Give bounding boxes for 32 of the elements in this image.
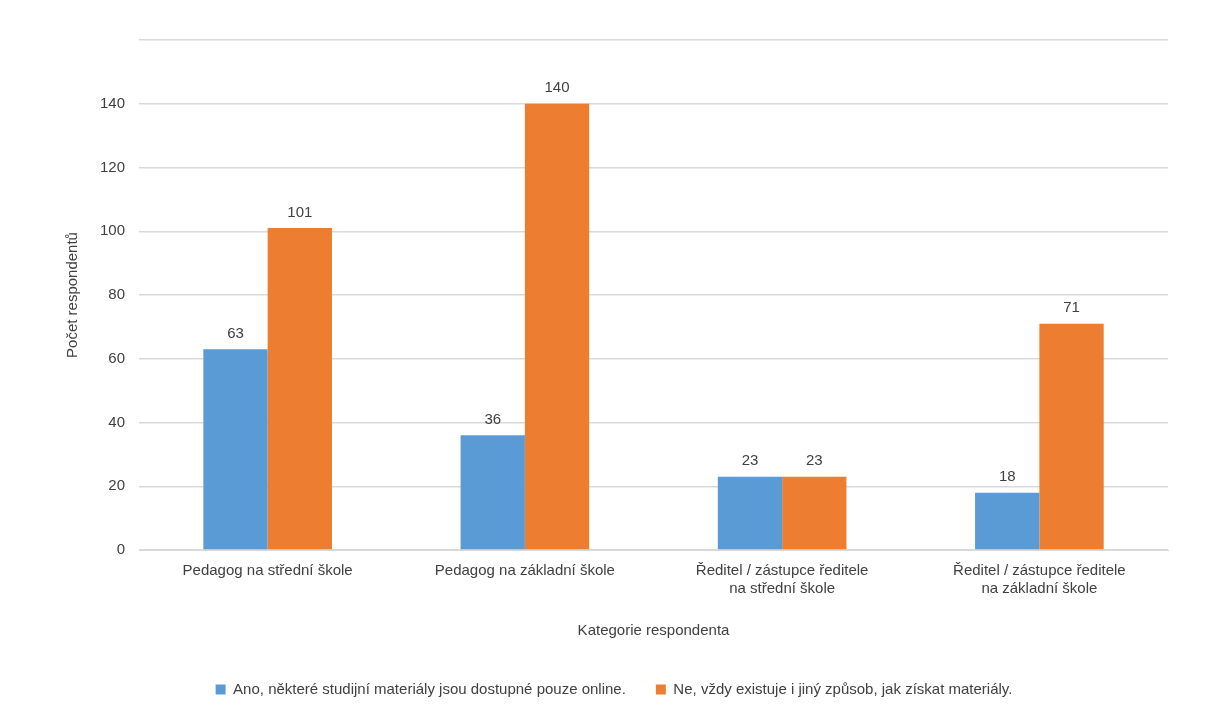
x-axis-title: Kategorie respondenta: [577, 621, 731, 639]
data-label: 23: [741, 451, 759, 469]
legend-label: Ne, vždy existuje i jiný způsob, jak získat materiály.: [673, 679, 1013, 697]
bar: [267, 228, 332, 550]
data-label: 23: [805, 451, 823, 469]
y-tick-label: 20: [108, 476, 126, 494]
data-label: 18: [998, 467, 1016, 485]
bar: [975, 492, 1040, 550]
y-tick-label: 40: [108, 412, 126, 430]
data-label: 71: [1063, 298, 1080, 316]
bar: [524, 103, 590, 550]
y-tick-label: 120: [100, 157, 126, 175]
bar: [1039, 323, 1104, 550]
data-label: 36: [484, 409, 502, 427]
y-tick-label: 60: [108, 348, 126, 366]
bar: [460, 435, 525, 550]
bar: [717, 476, 783, 550]
x-tick-label: Pedagog na základní škole: [434, 561, 615, 579]
bar: [782, 476, 847, 550]
y-tick-label: 80: [108, 285, 126, 303]
x-tick-label: Pedagog na střední škole: [182, 561, 353, 579]
y-axis-title: Počet respondentů: [63, 232, 81, 358]
legend-label: Ano, některé studijní materiály jsou dostupné pouze online.: [233, 679, 626, 697]
y-tick-label: 140: [100, 93, 126, 111]
bar: [203, 349, 268, 550]
y-tick-label: 0: [116, 540, 126, 558]
x-tick-label: Ředitel / zástupce ředitele na střední škole: [695, 561, 869, 597]
y-tick-label: 100: [100, 221, 126, 239]
data-label: 63: [227, 323, 244, 341]
data-label: 140: [544, 78, 570, 96]
data-label: 101: [287, 202, 313, 220]
x-tick-label: Ředitel / zástupce ředitele na základní škole: [953, 561, 1126, 597]
